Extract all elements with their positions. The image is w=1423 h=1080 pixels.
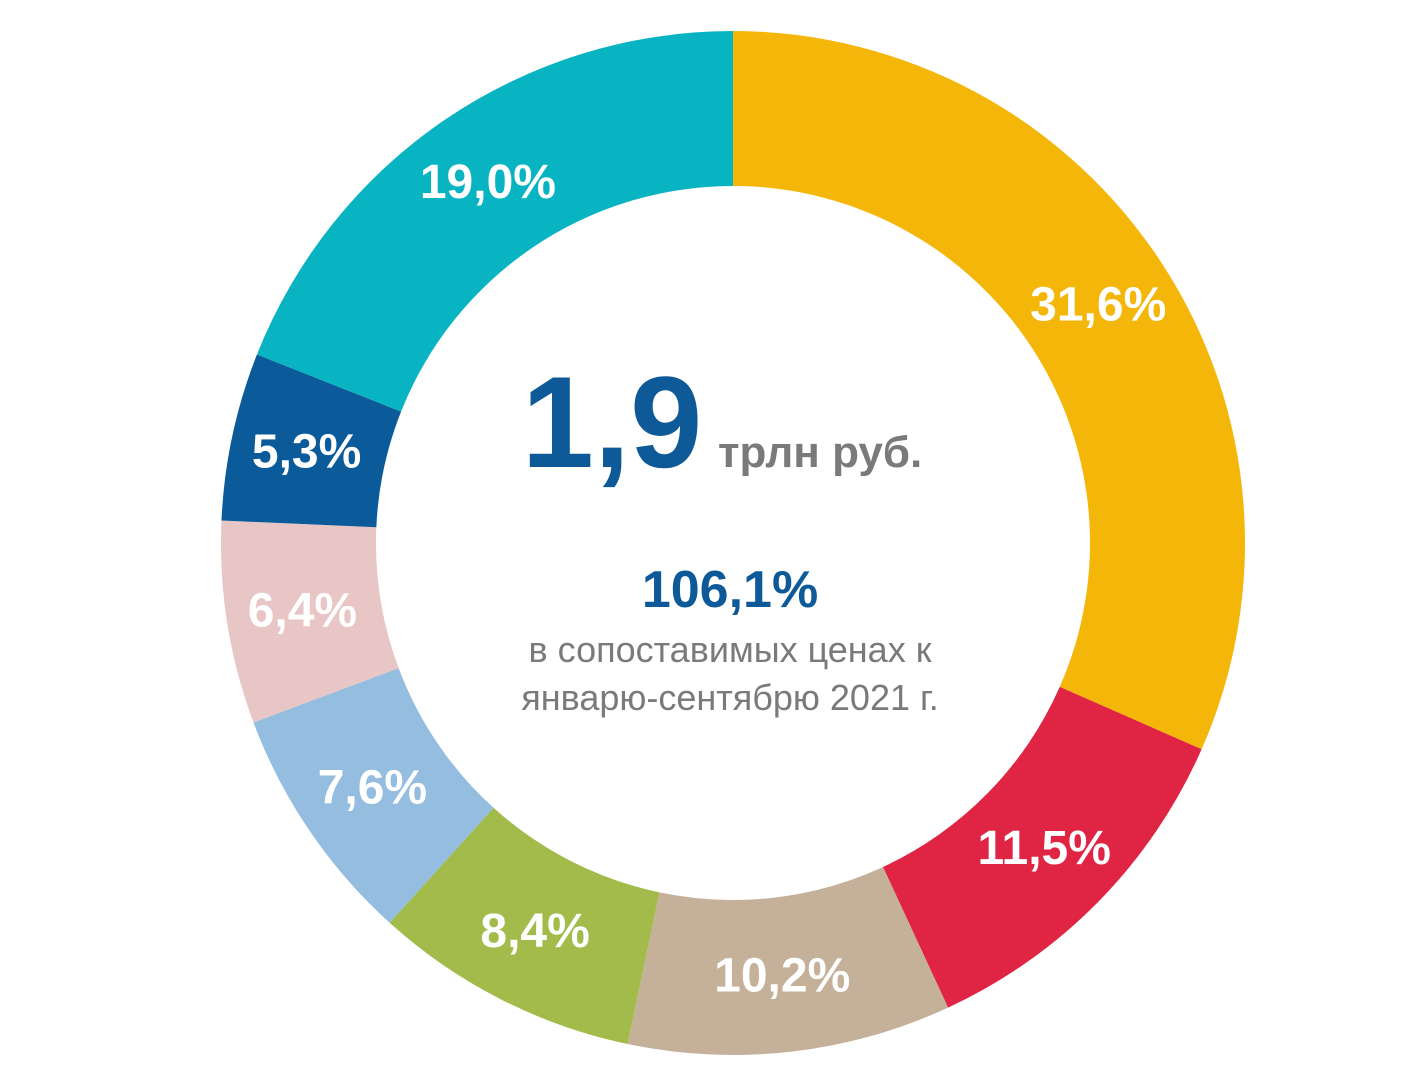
donut-slice-5 — [253, 668, 494, 923]
donut-slice-1 — [733, 31, 1245, 750]
slice-label-7: 5,3% — [252, 425, 361, 478]
slice-label-4: 8,4% — [480, 905, 589, 958]
donut-slice-2 — [882, 686, 1202, 1008]
center-total-value: 1,9 — [522, 349, 703, 495]
donut-slice-8 — [256, 31, 733, 412]
slice-label-5: 7,6% — [318, 762, 427, 815]
center-summary: 1,9 трлн руб. 106,1% в сопоставимых цена… — [521, 349, 938, 718]
slice-label-3: 10,2% — [714, 950, 850, 1003]
center-note-line-1: в сопоставимых ценах к — [529, 629, 932, 670]
donut-slice-7 — [221, 354, 402, 528]
donut-slice-4 — [389, 807, 660, 1045]
donut-slice-3 — [627, 866, 949, 1055]
slice-label-6: 6,4% — [248, 585, 357, 638]
center-note-line-2: январю-сентябрю 2021 г. — [521, 677, 938, 718]
donut-slice-6 — [221, 520, 399, 723]
center-growth-percent: 106,1% — [642, 561, 818, 619]
slice-label-2: 11,5% — [977, 822, 1110, 875]
slice-label-1: 31,6% — [1030, 278, 1166, 331]
center-total-unit: трлн руб. — [718, 428, 922, 477]
slice-labels: 31,6% 11,5% 10,2% 8,4% 7,6% 6,4% 5,3% 19,0% — [248, 156, 1167, 1003]
slice-label-8: 19,0% — [420, 156, 556, 209]
donut-slices — [221, 31, 1245, 1055]
